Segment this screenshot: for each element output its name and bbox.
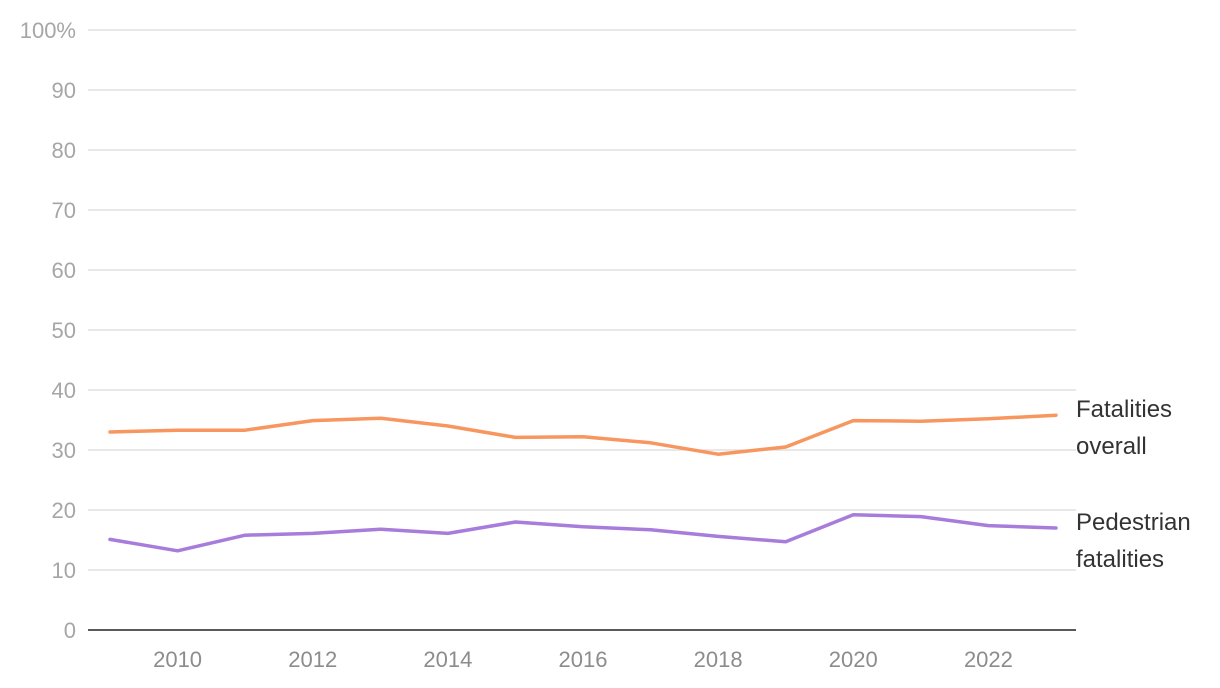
y-tick-label: 10 [52, 558, 76, 583]
x-tick-label: 2022 [964, 647, 1013, 672]
x-tick-label: 2014 [423, 647, 472, 672]
y-tick-label: 30 [52, 438, 76, 463]
y-axis-ticks: 0 10 20 30 40 50 60 70 80 90 100% [20, 18, 76, 643]
y-tick-label: 60 [52, 258, 76, 283]
y-tick-label: 40 [52, 378, 76, 403]
series-line-0 [108, 413, 1058, 456]
x-tick-label: 2010 [153, 647, 202, 672]
y-tick-label: 50 [52, 318, 76, 343]
y-tick-label: 70 [52, 198, 76, 223]
series-label-0: overall [1076, 433, 1147, 460]
x-tick-label: 2012 [288, 647, 337, 672]
y-tick-label: 0 [64, 618, 76, 643]
y-tick-label: 90 [52, 78, 76, 103]
series-lines [108, 413, 1058, 553]
series-labels: Fatalities overall Pedestrian fatalities [1076, 396, 1191, 573]
series-line-1 [108, 513, 1058, 553]
series-label-0: Fatalities [1076, 396, 1172, 423]
y-tick-label: 20 [52, 498, 76, 523]
x-tick-label: 2016 [559, 647, 608, 672]
x-tick-label: 2018 [694, 647, 743, 672]
x-axis-ticks: 2010 2012 2014 2016 2018 2020 2022 [153, 647, 1013, 672]
y-tick-label: 100% [20, 18, 76, 43]
x-tick-label: 2020 [829, 647, 878, 672]
series-label-1: fatalities [1076, 546, 1164, 573]
series-label-1: Pedestrian [1076, 509, 1191, 536]
y-tick-label: 80 [52, 138, 76, 163]
gridlines [88, 29, 1076, 571]
